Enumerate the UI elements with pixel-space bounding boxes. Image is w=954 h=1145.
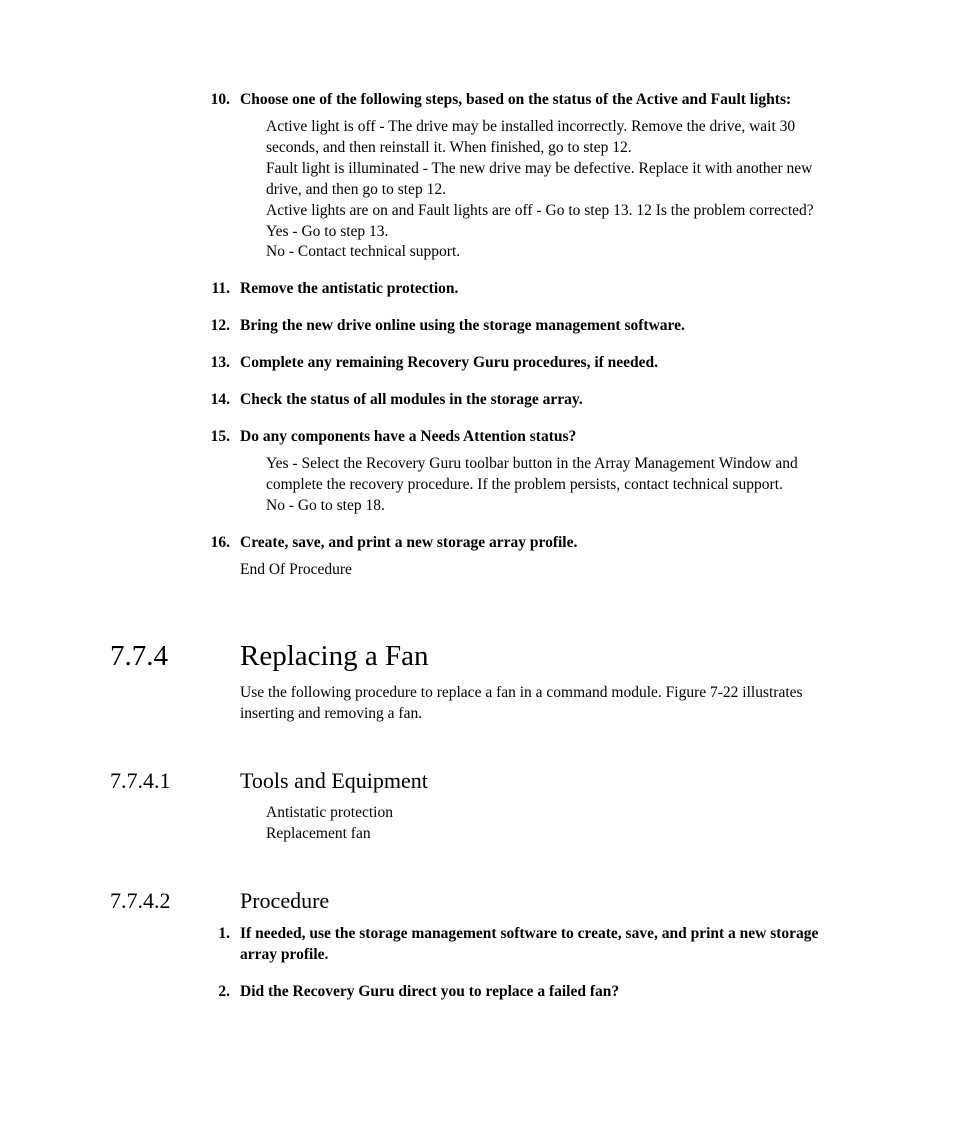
step-number: 12. bbox=[110, 316, 240, 337]
step-number: 1. bbox=[110, 924, 240, 966]
step-body: Create, save, and print a new storage ar… bbox=[240, 533, 844, 581]
step-head: Remove the antistatic protection. bbox=[240, 279, 844, 300]
section-intro: Use the following procedure to replace a… bbox=[240, 683, 844, 725]
step-number: 16. bbox=[110, 533, 240, 581]
step-number: 2. bbox=[110, 982, 240, 1003]
step-body: Complete any remaining Recovery Guru pro… bbox=[240, 353, 844, 374]
proc-step-2: 2. Did the Recovery Guru direct you to r… bbox=[110, 982, 844, 1003]
step-number: 10. bbox=[110, 90, 240, 263]
step-body: Choose one of the following steps, based… bbox=[240, 90, 844, 263]
step-15: 15. Do any components have a Needs Atten… bbox=[110, 427, 844, 517]
step-head: Complete any remaining Recovery Guru pro… bbox=[240, 353, 844, 374]
subsection-body: Antistatic protection Replacement fan bbox=[266, 803, 844, 845]
step-13: 13. Complete any remaining Recovery Guru… bbox=[110, 353, 844, 374]
detail-line: Active light is off - The drive may be i… bbox=[266, 117, 844, 159]
step-detail: Active light is off - The drive may be i… bbox=[240, 117, 844, 263]
step-head: Check the status of all modules in the s… bbox=[240, 390, 844, 411]
step-detail: Yes - Select the Recovery Guru toolbar b… bbox=[240, 454, 844, 517]
step-11: 11. Remove the antistatic protection. bbox=[110, 279, 844, 300]
step-head: Do any components have a Needs Attention… bbox=[240, 427, 844, 448]
section-774: 7.7.4 Replacing a Fan Use the following … bbox=[110, 639, 844, 726]
step-number: 11. bbox=[110, 279, 240, 300]
subsection-number: 7.7.4.2 bbox=[110, 887, 240, 915]
subsection-title: Procedure bbox=[240, 887, 329, 915]
detail-line: No - Contact technical support. bbox=[266, 242, 844, 263]
tool-line: Replacement fan bbox=[266, 824, 844, 845]
detail-line: End Of Procedure bbox=[240, 560, 844, 581]
subsection-heading: 7.7.4.2 Procedure bbox=[110, 887, 844, 915]
section-title: Replacing a Fan bbox=[240, 639, 428, 674]
step-head: If needed, use the storage management so… bbox=[240, 924, 844, 966]
step-14: 14. Check the status of all modules in t… bbox=[110, 390, 844, 411]
detail-line: Fault light is illuminated - The new dri… bbox=[266, 159, 844, 201]
subsection-number: 7.7.4.1 bbox=[110, 767, 240, 795]
step-body: Do any components have a Needs Attention… bbox=[240, 427, 844, 517]
step-body: Bring the new drive online using the sto… bbox=[240, 316, 844, 337]
step-body: Did the Recovery Guru direct you to repl… bbox=[240, 982, 844, 1003]
step-16: 16. Create, save, and print a new storag… bbox=[110, 533, 844, 581]
detail-line: Active lights are on and Fault lights ar… bbox=[266, 201, 844, 222]
step-number: 15. bbox=[110, 427, 240, 517]
subsection-title: Tools and Equipment bbox=[240, 767, 428, 795]
step-head: Create, save, and print a new storage ar… bbox=[240, 533, 844, 554]
section-number: 7.7.4 bbox=[110, 639, 240, 674]
step-number: 13. bbox=[110, 353, 240, 374]
step-body: If needed, use the storage management so… bbox=[240, 924, 844, 966]
step-head: Bring the new drive online using the sto… bbox=[240, 316, 844, 337]
section-heading: 7.7.4 Replacing a Fan bbox=[110, 639, 844, 674]
step-12: 12. Bring the new drive online using the… bbox=[110, 316, 844, 337]
detail-line: Yes - Select the Recovery Guru toolbar b… bbox=[266, 454, 844, 496]
step-number: 14. bbox=[110, 390, 240, 411]
detail-line: Yes - Go to step 13. bbox=[266, 222, 844, 243]
subsection-7741: 7.7.4.1 Tools and Equipment Antistatic p… bbox=[110, 767, 844, 844]
tool-line: Antistatic protection bbox=[266, 803, 844, 824]
step-detail: End Of Procedure bbox=[240, 560, 844, 581]
subsection-7742: 7.7.4.2 Procedure 1. If needed, use the … bbox=[110, 887, 844, 1003]
step-body: Remove the antistatic protection. bbox=[240, 279, 844, 300]
step-body: Check the status of all modules in the s… bbox=[240, 390, 844, 411]
document-page: 10. Choose one of the following steps, b… bbox=[0, 0, 954, 1145]
procedure-list: 1. If needed, use the storage management… bbox=[110, 924, 844, 1003]
step-list-1: 10. Choose one of the following steps, b… bbox=[110, 90, 844, 581]
detail-line: No - Go to step 18. bbox=[266, 496, 844, 517]
step-head: Did the Recovery Guru direct you to repl… bbox=[240, 982, 844, 1003]
step-10: 10. Choose one of the following steps, b… bbox=[110, 90, 844, 263]
proc-step-1: 1. If needed, use the storage management… bbox=[110, 924, 844, 966]
step-head: Choose one of the following steps, based… bbox=[240, 90, 844, 111]
subsection-heading: 7.7.4.1 Tools and Equipment bbox=[110, 767, 844, 795]
